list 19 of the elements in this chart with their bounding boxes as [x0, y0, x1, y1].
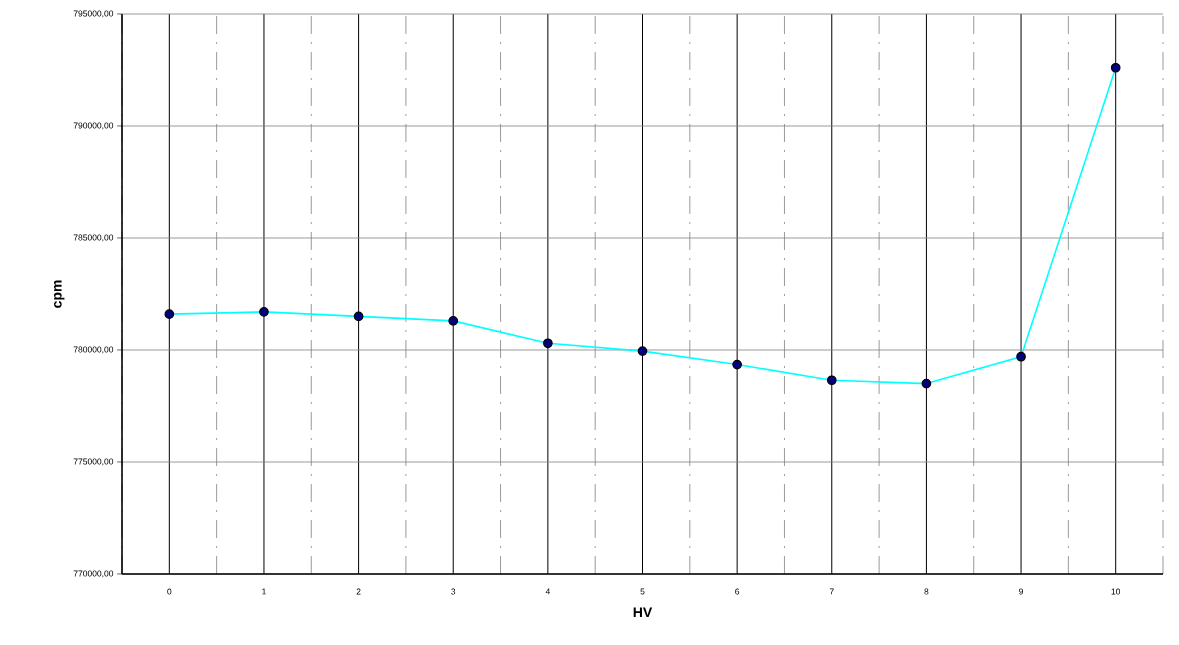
y-tick-label: 795000,00 — [73, 10, 114, 18]
y-tick-label: 790000,00 — [73, 122, 114, 130]
x-tick-label: 2 — [356, 588, 361, 595]
x-tick-label: 5 — [640, 588, 645, 595]
x-tick-label: 0 — [167, 588, 172, 595]
y-axis-title: cpm — [54, 280, 65, 308]
x-tick-label: 1 — [262, 588, 266, 595]
y-tick-label: 770000,00 — [73, 570, 114, 578]
y-tick-label: 780000,00 — [73, 346, 114, 354]
x-tick-label: 9 — [1019, 588, 1024, 595]
y-tick-label: 785000,00 — [73, 234, 114, 242]
x-tick-label: 7 — [829, 588, 834, 595]
x-tick-label: 8 — [924, 588, 929, 595]
y-tick-label: 775000,00 — [73, 458, 114, 466]
x-tick-label: 4 — [545, 588, 550, 595]
x-tick-label: 10 — [1111, 588, 1121, 595]
x-axis-title: HV — [633, 607, 653, 618]
x-tick-label: 3 — [451, 588, 456, 595]
x-tick-label: 6 — [735, 588, 740, 595]
